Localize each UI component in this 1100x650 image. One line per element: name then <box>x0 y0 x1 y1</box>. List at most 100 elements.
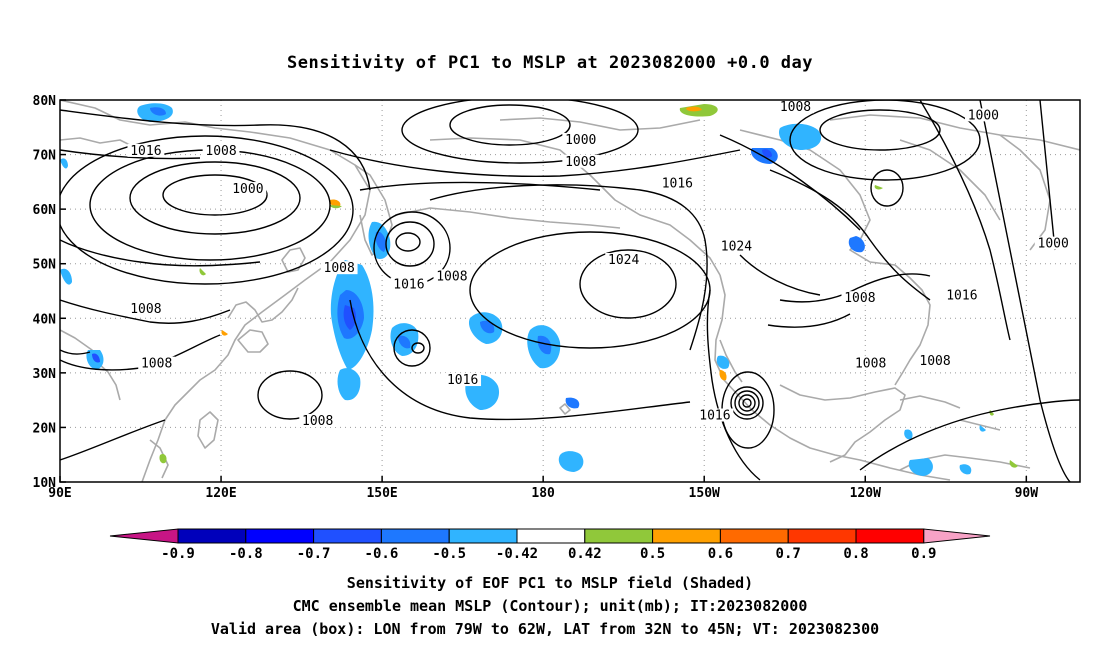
y-tick-label: 20N <box>33 421 57 436</box>
x-tick-label: 150E <box>366 486 397 501</box>
contour-label-bg <box>1034 236 1072 250</box>
contour-label: 1024 <box>721 239 752 254</box>
contour-label-bg <box>444 373 482 387</box>
contour-label-bg <box>390 277 428 291</box>
y-tick-label: 30N <box>33 367 57 382</box>
contour-label-bg <box>964 108 1002 122</box>
y-tick-label: 10N <box>33 476 57 491</box>
figure-title: Sensitivity of PC1 to MSLP at 2023082000… <box>287 53 813 73</box>
colorbar-label: -0.6 <box>365 546 399 562</box>
colorbar-label: 0.42 <box>568 546 602 562</box>
contour-label-bg <box>202 143 240 157</box>
contour-label: 1008 <box>205 144 236 159</box>
contour-label-bg <box>299 413 337 427</box>
colorbar: -0.9 -0.8 -0.7 -0.6 -0.5 -0.42 0.42 0.5 0.6 0.7 0.… <box>109 528 991 562</box>
axis-ticks: 90E 120E 150E 180 150W 120W 90W 80N 70N 60N 50N 40N… <box>33 94 1039 501</box>
contour-label-bg <box>127 302 165 316</box>
y-tick-label: 40N <box>33 312 57 327</box>
contour-label: 1016 <box>662 177 693 192</box>
contour-label: 1000 <box>565 133 596 148</box>
contour-label: 1016 <box>393 278 424 293</box>
contour-label: 1008 <box>855 357 886 372</box>
contour-label: 1008 <box>324 261 355 276</box>
x-tick-label: 120E <box>205 486 236 501</box>
colorbar-label: -0.5 <box>432 546 466 562</box>
colorbar-label: 0.9 <box>911 546 936 562</box>
colorbar-label: 0.7 <box>776 546 801 562</box>
contour-label: 1016 <box>699 409 730 424</box>
contour-label-bg <box>127 143 165 157</box>
x-tick-label: 180 <box>531 486 555 501</box>
colorbar-swatch <box>380 528 450 544</box>
colorbar-label: 0.5 <box>640 546 665 562</box>
contour-label: 1016 <box>946 288 977 303</box>
contour-label: 1000 <box>232 182 263 197</box>
x-tick-label: 90E <box>48 486 71 501</box>
caption-line-3: Valid area (box): LON from 79W to 62W, L… <box>211 620 879 638</box>
caption-line-2: CMC ensemble mean MSLP (Contour); unit(m… <box>293 597 808 615</box>
contour-label-bg <box>658 176 696 190</box>
contour-label-bg <box>852 356 890 370</box>
contour-label: 1016 <box>447 373 478 388</box>
contour-label: 1008 <box>919 354 950 369</box>
contour-label-bg <box>433 269 471 283</box>
x-tick-label: 150W <box>689 486 720 501</box>
colorbar-swatch <box>516 528 586 544</box>
x-tick-label: 120W <box>850 486 881 501</box>
colorbar-label: 0.6 <box>708 546 733 562</box>
colorbar-label: -0.8 <box>229 546 263 562</box>
map-border <box>59 99 1081 483</box>
contour-label-bg <box>916 353 954 367</box>
contour-label-bg <box>696 408 734 422</box>
contour-label-bg <box>562 132 600 146</box>
map-panel: 1016 1008 1000 1008 1008 1008 1008 1016 1008 1016… <box>33 94 1100 501</box>
colorbar-label: -0.9 <box>161 546 195 562</box>
contour-label-bg <box>138 356 176 370</box>
contour-label: 1008 <box>130 302 161 317</box>
colorbar-low-arrow <box>109 528 179 544</box>
contour-label: 1008 <box>436 269 467 284</box>
contour-label: 1008 <box>141 357 172 372</box>
colorbar-swatch <box>245 528 315 544</box>
contour-label: 1000 <box>1038 237 1069 252</box>
y-tick-label: 50N <box>33 258 57 273</box>
contour-label: 1008 <box>565 155 596 170</box>
contour-label-bg <box>718 239 755 253</box>
contour-label-bg <box>1077 340 1080 354</box>
colorbar-high-arrow <box>923 528 991 544</box>
contour-label-bg <box>562 154 600 168</box>
mslp-contours <box>60 100 1080 482</box>
colorbar-swatch <box>719 528 789 544</box>
colorbar-swatch <box>652 528 721 544</box>
contour-label: 1016 <box>130 144 161 159</box>
valid-area-box <box>1085 291 1100 362</box>
y-tick-label: 80N <box>33 94 57 109</box>
y-tick-label: 60N <box>33 203 57 218</box>
contour-label-bg <box>229 182 267 196</box>
contour-label-bg <box>841 291 879 305</box>
colorbar-swatch <box>177 528 247 544</box>
x-tick-label: 90W <box>1015 486 1039 501</box>
contour-label-bg <box>777 100 814 114</box>
contour-label: 1000 <box>968 108 999 123</box>
contour-label-bg <box>605 252 643 266</box>
contour-label: 1008 <box>302 414 333 429</box>
colorbar-label: 0.8 <box>843 546 868 562</box>
colorbar-swatch <box>584 528 654 544</box>
contour-label-bg <box>320 261 358 275</box>
caption-line-1: Sensitivity of EOF PC1 to MSLP field (Sh… <box>347 574 753 592</box>
colorbar-swatch <box>448 528 518 544</box>
y-tick-label: 70N <box>33 149 57 164</box>
colorbar-swatch <box>855 528 925 544</box>
contour-labels: 1016 1008 1000 1008 1008 1008 1008 1016 1008 1016… <box>127 100 1100 429</box>
colorbar-label: -0.42 <box>496 546 538 562</box>
colorbar-label: -0.7 <box>297 546 331 562</box>
colorbar-swatch <box>787 528 857 544</box>
colorbar-swatch <box>313 528 382 544</box>
contour-label-bg <box>943 288 981 302</box>
contour-label: 1008 <box>780 100 811 115</box>
contour-label: 1008 <box>844 291 875 306</box>
contour-label: 1024 <box>608 253 639 268</box>
contour-label: 1016 <box>1080 340 1100 355</box>
